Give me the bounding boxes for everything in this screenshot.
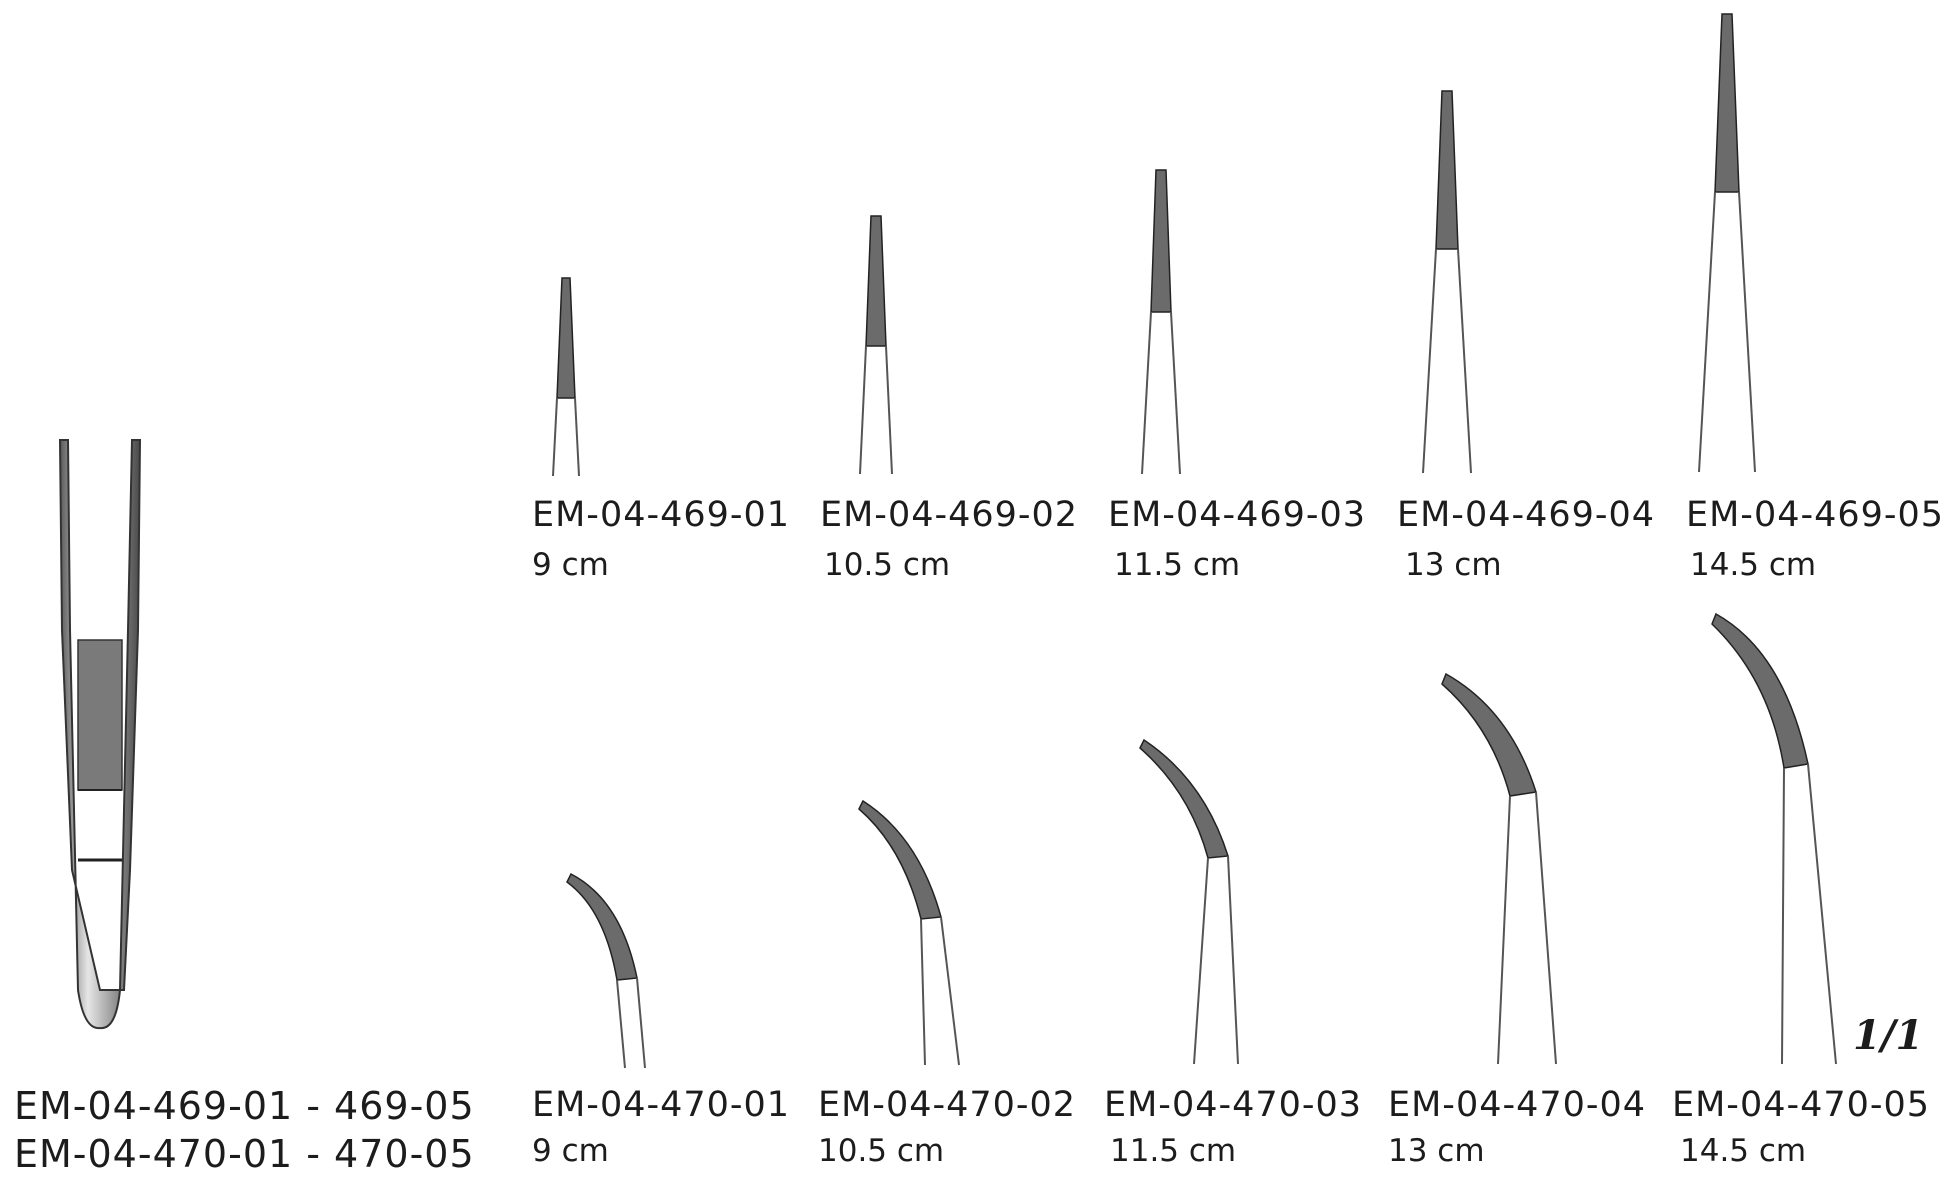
straight-tip-5-icon (1698, 13, 1756, 473)
curved-code-1: EM-04-470-01 (532, 1085, 791, 1125)
straight-code-3: EM-04-469-03 (1108, 495, 1367, 535)
straight-size-5: 14.5 cm (1690, 547, 1817, 583)
curved-tip-4-icon (1441, 672, 1557, 1065)
straight-size-3: 11.5 cm (1114, 547, 1241, 583)
curved-tip-5-icon (1711, 612, 1837, 1065)
straight-tip-2-icon (859, 215, 893, 475)
curved-code-2: EM-04-470-02 (818, 1085, 1077, 1125)
straight-size-4: 13 cm (1405, 547, 1502, 583)
curved-tip-1-icon (566, 872, 646, 1069)
curved-tip-3-icon (1139, 738, 1239, 1065)
curved-size-1: 9 cm (532, 1133, 609, 1169)
straight-code-5: EM-04-469-05 (1686, 495, 1945, 535)
straight-size-2: 10.5 cm (824, 547, 951, 583)
straight-tip-4-icon (1422, 90, 1472, 474)
straight-code-1: EM-04-469-01 (532, 495, 791, 535)
curved-size-5: 14.5 cm (1680, 1133, 1807, 1169)
forceps-overview-icon (58, 439, 142, 1030)
curved-size-3: 11.5 cm (1110, 1133, 1237, 1169)
product-range-list: EM-04-469-01 - 469-05 EM-04-470-01 - 470… (14, 1082, 475, 1178)
range-curved: EM-04-470-01 - 470-05 (14, 1132, 475, 1176)
curved-size-2: 10.5 cm (818, 1133, 945, 1169)
scale-mark: 1/1 (1853, 1012, 1924, 1059)
curved-size-4: 13 cm (1388, 1133, 1485, 1169)
straight-code-2: EM-04-469-02 (820, 495, 1079, 535)
straight-size-1: 9 cm (532, 547, 609, 583)
curved-code-3: EM-04-470-03 (1104, 1085, 1363, 1125)
range-straight: EM-04-469-01 - 469-05 (14, 1084, 475, 1128)
straight-tip-3-icon (1141, 169, 1181, 475)
straight-tip-1-icon (552, 277, 580, 477)
curved-code-5: EM-04-470-05 (1672, 1085, 1931, 1125)
curved-tip-2-icon (858, 799, 960, 1066)
curved-code-4: EM-04-470-04 (1388, 1085, 1647, 1125)
straight-code-4: EM-04-469-04 (1397, 495, 1656, 535)
